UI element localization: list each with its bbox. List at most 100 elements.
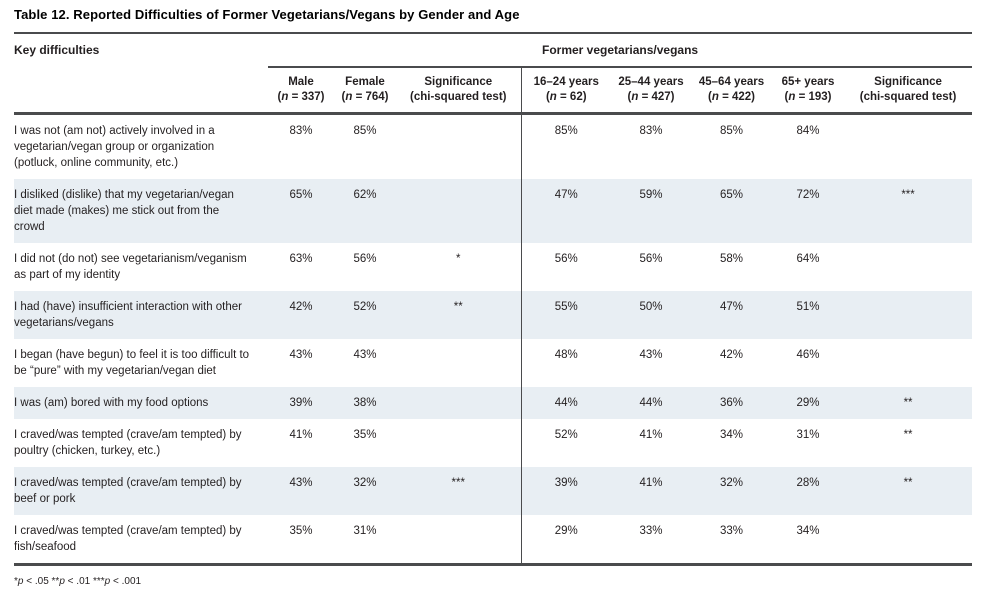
cell-significance-gender: *** bbox=[451, 476, 465, 489]
group-header-former-vegetarians-vegans: Former vegetarians/vegans bbox=[268, 32, 973, 68]
table-row: I disliked (dislike) that my vegetarian/… bbox=[14, 178, 973, 243]
row-header-key-difficulties: Key difficulties bbox=[14, 32, 268, 115]
cell-significance-age bbox=[844, 113, 972, 179]
cell-male: 43% bbox=[289, 348, 313, 361]
cell-significance-gender bbox=[396, 179, 521, 243]
column-header-age-45-64: 45–64 years (n = 422) bbox=[691, 67, 772, 115]
cell-female: 62% bbox=[353, 188, 377, 201]
cell-significance-gender bbox=[396, 514, 521, 566]
cell-significance-age: *** bbox=[901, 188, 915, 201]
cell-female: 35% bbox=[353, 428, 377, 441]
cell-age-45-64: 42% bbox=[719, 348, 744, 361]
cell-male: 43% bbox=[289, 476, 313, 489]
difficulty-label: I had (have) insufficient interaction wi… bbox=[14, 300, 242, 329]
cell-age-65-plus: 84% bbox=[796, 124, 820, 137]
difficulty-label: I craved/was tempted (crave/am tempted) … bbox=[14, 428, 242, 457]
cell-age-25-44: 33% bbox=[611, 514, 691, 566]
column-header-male: Male (n = 337) bbox=[268, 67, 334, 115]
table-row: I was not (am not) actively involved in … bbox=[14, 113, 972, 179]
cell-age-16-24: 39% bbox=[520, 466, 611, 515]
cell-age-25-44: 41% bbox=[639, 428, 663, 441]
header-group-row: Key difficulties Former vegetarians/vega… bbox=[14, 32, 973, 115]
cell-female: 32% bbox=[353, 476, 377, 489]
difficulty-label: I was not (am not) actively involved in … bbox=[14, 124, 215, 169]
cell-age-16-24: 29% bbox=[520, 514, 611, 566]
difficulty-label: I did not (do not) see vegetarianism/veg… bbox=[14, 252, 247, 281]
cell-significance-age bbox=[844, 514, 973, 566]
cell-age-65-plus: 72% bbox=[796, 188, 820, 201]
cell-age-25-44: 56% bbox=[639, 252, 663, 265]
cell-age-16-24: 85% bbox=[520, 113, 611, 179]
cell-age-45-64: 65% bbox=[719, 188, 744, 201]
cell-significance-gender bbox=[396, 339, 521, 387]
table-body: I was not (am not) actively involved in … bbox=[14, 113, 973, 566]
cell-age-45-64: 33% bbox=[691, 514, 772, 566]
cell-age-45-64: 85% bbox=[719, 124, 744, 137]
column-header-significance-gender: Significance (chi-squared test) bbox=[396, 67, 521, 115]
cell-age-65-plus: 34% bbox=[772, 514, 844, 566]
cell-female: 31% bbox=[334, 514, 396, 566]
table-row: I was (am) bored with my food options 39%… bbox=[14, 386, 973, 419]
cell-significance-age: ** bbox=[903, 476, 913, 489]
cell-age-65-plus: 31% bbox=[796, 428, 820, 441]
column-header-significance-age: Significance (chi-squared test) bbox=[844, 67, 973, 115]
difficulty-label: I began (have begun) to feel it is too d… bbox=[14, 348, 250, 377]
table-row: I did not (do not) see vegetarianism/veg… bbox=[14, 242, 972, 291]
cell-age-45-64: 34% bbox=[719, 428, 744, 441]
difficulty-label: I was (am) bored with my food options bbox=[14, 396, 209, 409]
cell-age-16-24: 44% bbox=[520, 386, 611, 419]
cell-female: 85% bbox=[353, 124, 377, 137]
cell-male: 83% bbox=[289, 124, 313, 137]
cell-age-45-64: 47% bbox=[719, 300, 744, 313]
cell-male: 65% bbox=[289, 188, 313, 201]
header-columns-row: Male (n = 337) Female (n = 764) Signific… bbox=[14, 67, 973, 115]
cell-age-16-24: 55% bbox=[520, 290, 611, 339]
table-row: I craved/was tempted (crave/am tempted) … bbox=[14, 466, 973, 515]
cell-male: 39% bbox=[289, 396, 313, 409]
cell-age-16-24: 47% bbox=[520, 178, 611, 243]
table-row: I craved/was tempted (crave/am tempted) … bbox=[14, 418, 972, 467]
cell-age-25-44: 41% bbox=[639, 476, 663, 489]
table-title: Table 12. Reported Difficulties of Forme… bbox=[14, 7, 520, 22]
table-row: I began (have begun) to feel it is too d… bbox=[14, 338, 972, 387]
cell-age-25-44: 44% bbox=[639, 396, 663, 409]
cell-significance-age bbox=[844, 243, 972, 291]
difficulties-table: Key difficulties Former vegetarians/vega… bbox=[14, 32, 973, 566]
cell-age-16-24: 56% bbox=[520, 242, 611, 291]
cell-age-65-plus: 64% bbox=[796, 252, 820, 265]
cell-age-25-44: 43% bbox=[639, 348, 663, 361]
cell-age-45-64: 36% bbox=[719, 396, 744, 409]
cell-significance-gender bbox=[396, 113, 521, 179]
cell-age-65-plus: 28% bbox=[796, 476, 820, 489]
cell-age-25-44: 59% bbox=[639, 188, 663, 201]
cell-significance-gender: ** bbox=[453, 300, 463, 313]
column-header-age-16-24: 16–24 years (n = 62) bbox=[520, 67, 611, 115]
column-header-age-65-plus: 65+ years (n = 193) bbox=[772, 67, 844, 115]
table-row: I craved/was tempted (crave/am tempted) … bbox=[14, 514, 973, 566]
cell-male: 63% bbox=[289, 252, 313, 265]
cell-significance-age bbox=[844, 339, 972, 387]
cell-age-16-24: 52% bbox=[520, 418, 611, 467]
cell-age-65-plus: 46% bbox=[796, 348, 820, 361]
column-header-female: Female (n = 764) bbox=[334, 67, 396, 115]
difficulty-label: I craved/was tempted (crave/am tempted) … bbox=[14, 476, 242, 505]
cell-female: 52% bbox=[353, 300, 377, 313]
significance-footnote: *p < .05 **p < .01 ***p < .001 bbox=[14, 575, 142, 587]
cell-significance-age bbox=[844, 291, 972, 339]
cell-male: 42% bbox=[289, 300, 313, 313]
cell-male: 41% bbox=[289, 428, 313, 441]
cell-female: 38% bbox=[353, 396, 377, 409]
report-page: Table 12. Reported Difficulties of Forme… bbox=[14, 7, 973, 587]
cell-significance-age: ** bbox=[903, 428, 913, 441]
cell-significance-gender bbox=[396, 419, 521, 467]
cell-age-25-44: 50% bbox=[639, 300, 663, 313]
cell-age-65-plus: 51% bbox=[796, 300, 820, 313]
table-row: I had (have) insufficient interaction wi… bbox=[14, 290, 973, 339]
cell-female: 43% bbox=[353, 348, 377, 361]
column-header-age-25-44: 25–44 years (n = 427) bbox=[611, 67, 691, 115]
cell-female: 56% bbox=[353, 252, 377, 265]
cell-age-25-44: 83% bbox=[639, 124, 663, 137]
cell-significance-gender: * bbox=[456, 252, 461, 265]
cell-significance-gender bbox=[396, 387, 521, 419]
cell-age-45-64: 32% bbox=[719, 476, 744, 489]
